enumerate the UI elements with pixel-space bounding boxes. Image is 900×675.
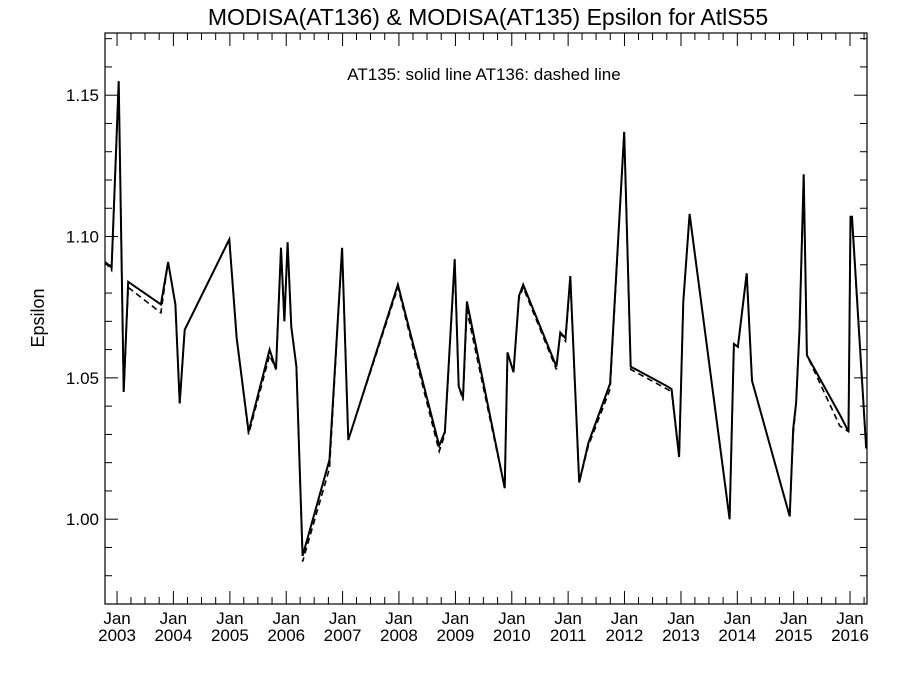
- series-line-at136: [104, 83, 867, 562]
- y-axis: 1.00 1.05 1.10 1.15: [66, 38, 867, 605]
- x-tick-label-year: 2012: [606, 626, 644, 645]
- y-tick-label: 1.00: [66, 510, 99, 529]
- x-tick-label-year: 2011: [550, 626, 587, 645]
- x-tick-label-year: 2009: [437, 626, 475, 645]
- series-line-at135: [104, 81, 868, 557]
- y-tick-label: 1.05: [66, 369, 99, 388]
- x-tick-label-month: Jan: [442, 609, 469, 628]
- plot-frame: [104, 32, 868, 605]
- data-point-at136: [328, 467, 330, 469]
- y-tick-label: 1.15: [66, 86, 99, 105]
- x-tick-label-year: 2013: [662, 626, 700, 645]
- x-tick-label-month: Jan: [667, 609, 694, 628]
- chart-title: MODISA(AT136) & MODISA(AT135) Epsilon fo…: [207, 4, 769, 30]
- x-tick-label-year: 2003: [98, 626, 136, 645]
- x-axis: Jan2003Jan2004Jan2005Jan2006Jan2007Jan20…: [98, 33, 869, 645]
- y-axis-label: Epsilon: [28, 288, 48, 347]
- x-tick-label-month: Jan: [498, 609, 525, 628]
- x-tick-label-year: 2007: [324, 626, 362, 645]
- x-tick-label-year: 2004: [154, 626, 192, 645]
- x-tick-label-month: Jan: [160, 609, 187, 628]
- x-tick-label-month: Jan: [836, 609, 863, 628]
- x-tick-label-year: 2014: [718, 626, 756, 645]
- y-tick-label: 1.10: [66, 228, 99, 247]
- x-tick-label-month: Jan: [385, 609, 412, 628]
- x-tick-label-month: Jan: [273, 609, 300, 628]
- x-tick-label-year: 2005: [211, 626, 249, 645]
- series-layer: [104, 81, 868, 562]
- x-tick-label-year: 2008: [380, 626, 418, 645]
- x-tick-label-month: Jan: [724, 609, 751, 628]
- x-tick-label-year: 2006: [267, 626, 305, 645]
- x-tick-label-month: Jan: [329, 609, 356, 628]
- x-tick-label-year: 2010: [493, 626, 531, 645]
- legend-annotation: AT135: solid line AT136: dashed line: [347, 65, 620, 84]
- x-tick-label-month: Jan: [103, 609, 130, 628]
- x-tick-label-month: Jan: [554, 609, 581, 628]
- x-tick-label-year: 2015: [775, 626, 813, 645]
- x-tick-label-month: Jan: [216, 609, 243, 628]
- x-tick-label-month: Jan: [611, 609, 638, 628]
- x-tick-label-year: 2016: [831, 626, 869, 645]
- x-tick-label-month: Jan: [780, 609, 807, 628]
